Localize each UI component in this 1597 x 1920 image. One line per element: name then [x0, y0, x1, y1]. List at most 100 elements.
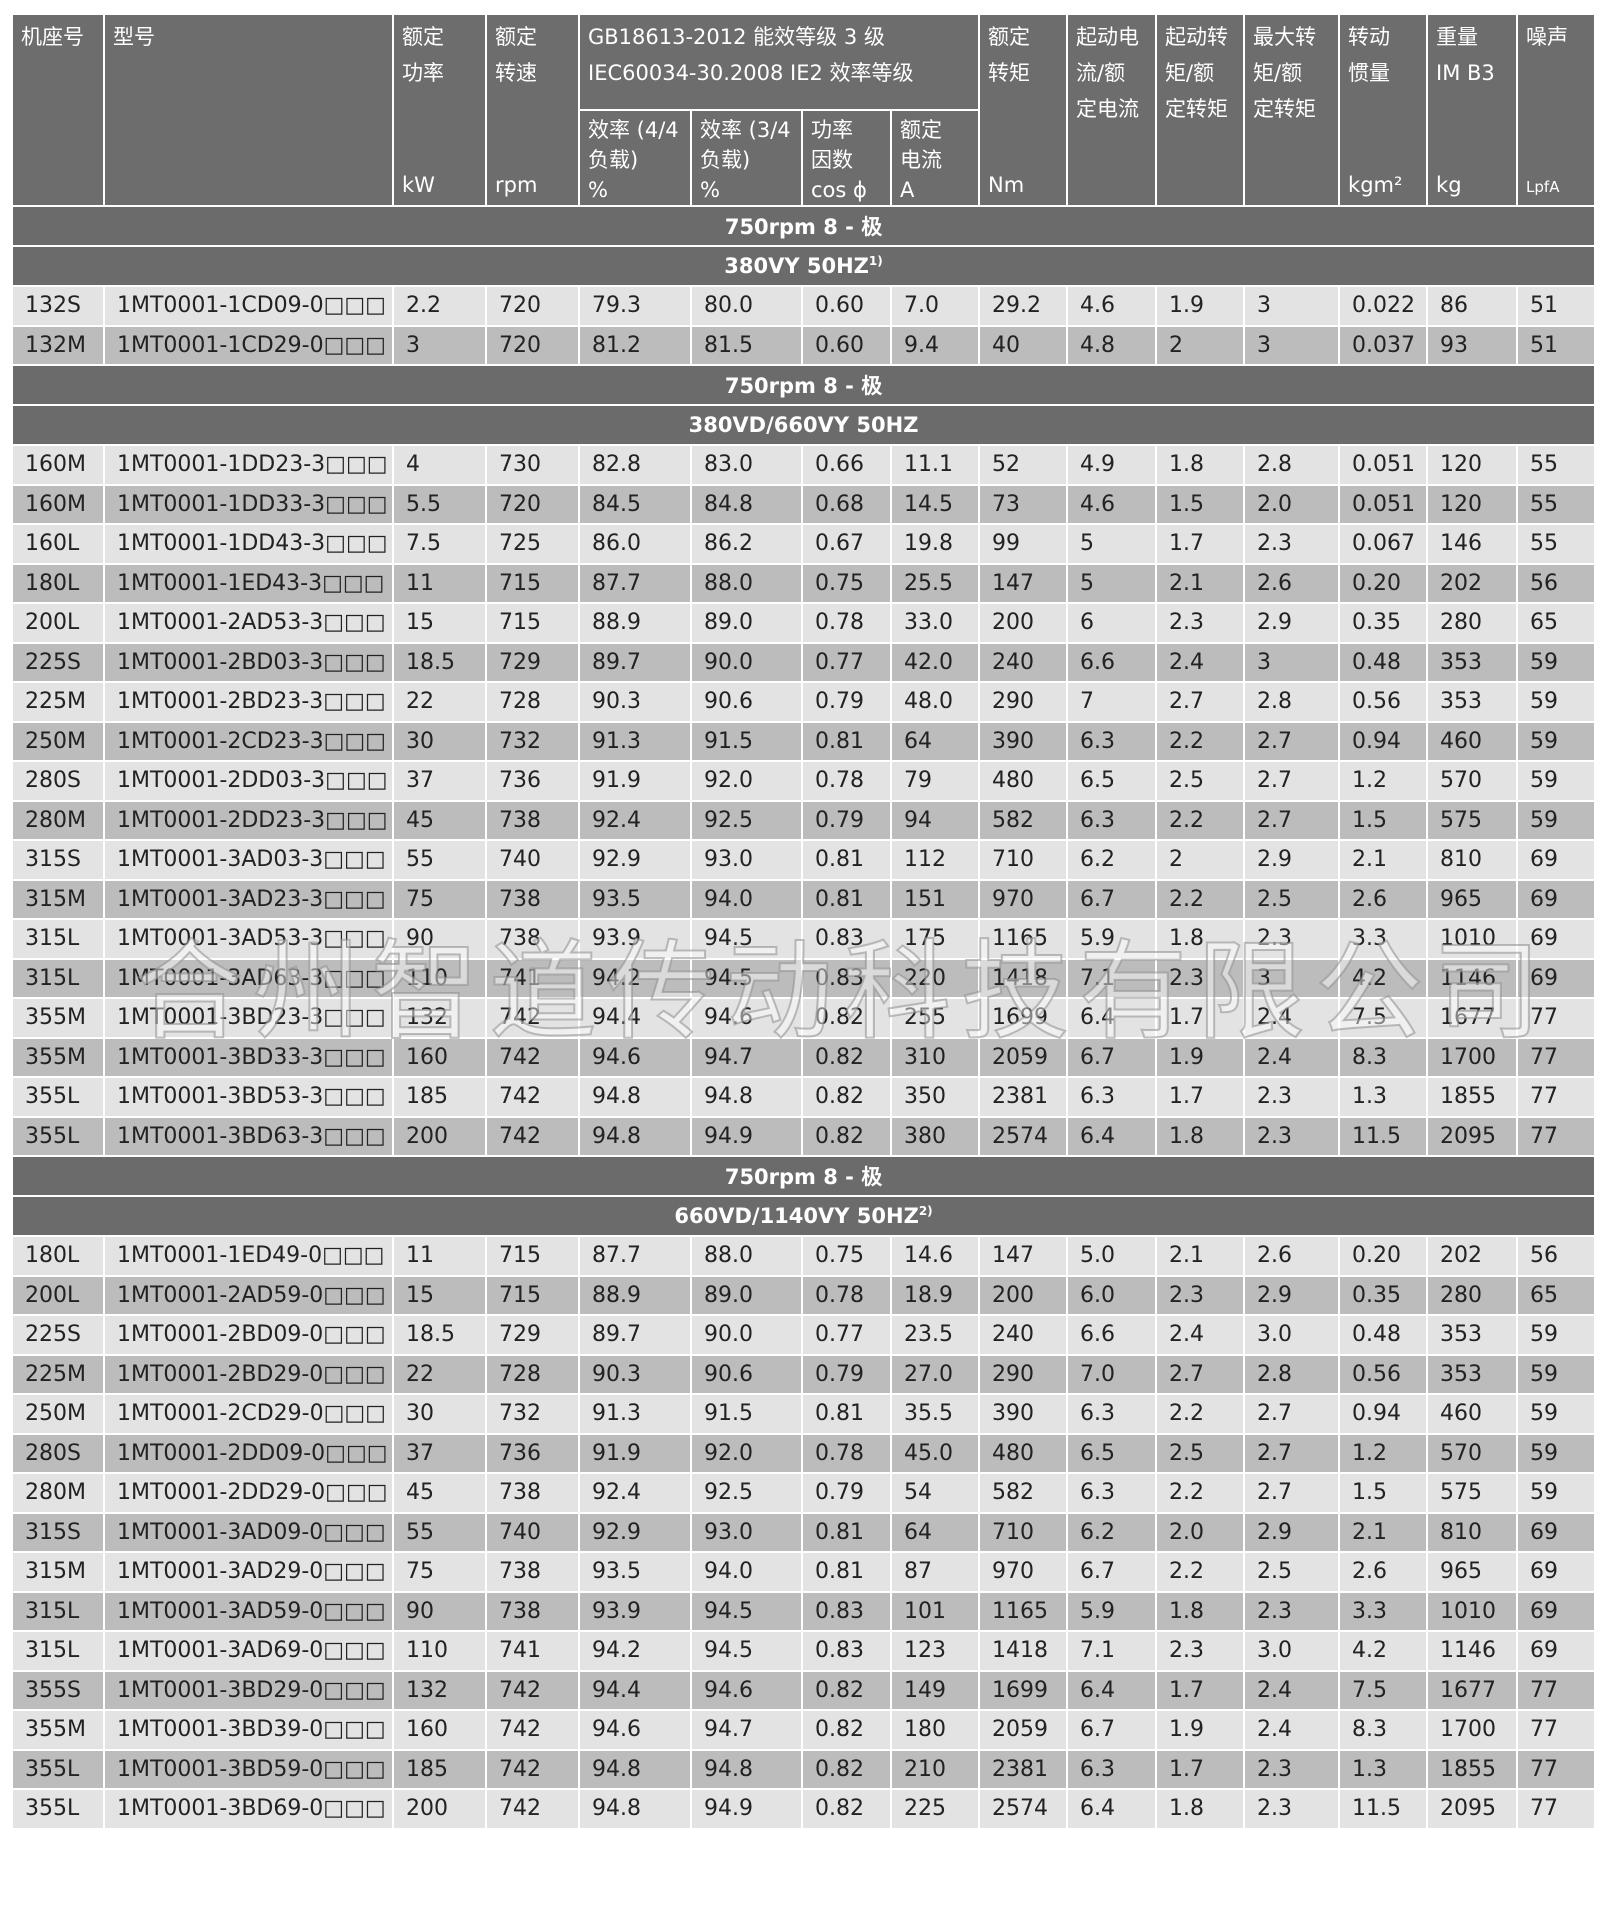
- section-title: 750rpm 8 - 极: [10, 364, 1597, 406]
- table-cell: 65: [1516, 1274, 1597, 1316]
- table-row: 250M 1MT0001-2CD23-3□□□ 30 732 91.3 91.5 0.81 6…: [11, 720, 1597, 762]
- table-cell: 11: [392, 1235, 487, 1277]
- table-cell: 22: [392, 681, 487, 723]
- table-row: 355L 1MT0001-3BD69-0□□□ 200 742 94.8 94.9 0.82…: [11, 1788, 1597, 1830]
- table-cell: 0.35: [1338, 1274, 1429, 1316]
- table-cell: 18.9: [889, 1274, 981, 1316]
- table-cell: 30: [392, 1393, 487, 1435]
- table-cell: 1.8: [1155, 444, 1246, 486]
- table-cell: 22: [392, 1353, 487, 1395]
- table-cell: 0.79: [801, 681, 892, 723]
- table-cell: 1.9: [1155, 1709, 1246, 1751]
- table-cell: 582: [978, 799, 1069, 841]
- table-cell: 94.8: [578, 1115, 692, 1157]
- table-cell: 2.0: [1155, 1511, 1246, 1553]
- table-cell: 0.75: [801, 562, 892, 604]
- table-cell: 147: [978, 1235, 1069, 1277]
- table-cell: 180: [889, 1709, 981, 1751]
- table-cell: 315L: [11, 957, 105, 999]
- table-cell: 94.8: [578, 1076, 692, 1118]
- table-cell: 86: [1426, 285, 1519, 327]
- table-cell: 5: [1066, 523, 1158, 565]
- table-row: 200L 1MT0001-2AD53-3□□□ 15 715 88.9 89.0 0.78 3…: [11, 602, 1597, 644]
- table-row: 225S 1MT0001-2BD03-3□□□ 18.5 729 89.7 90.0 0.7…: [11, 641, 1597, 683]
- table-cell: 715: [485, 602, 580, 644]
- table-cell: 355L: [11, 1076, 105, 1118]
- table-cell: 93: [1426, 324, 1519, 366]
- table-cell: 110: [392, 957, 487, 999]
- table-cell: 225S: [11, 641, 105, 683]
- table-cell: 1146: [1426, 1630, 1519, 1672]
- table-cell: 5: [1066, 562, 1158, 604]
- table-cell: 6.3: [1066, 1076, 1158, 1118]
- table-cell: 69: [1516, 1630, 1597, 1672]
- section-title-row: 750rpm 8 - 极: [10, 364, 1597, 406]
- table-cell: 0.81: [801, 1393, 892, 1435]
- table-cell: 3: [1243, 324, 1341, 366]
- table-cell: 390: [978, 720, 1069, 762]
- table-cell: 7.0: [1066, 1353, 1158, 1395]
- table-cell: 2.3: [1155, 602, 1246, 644]
- table-cell: 2.2: [1155, 799, 1246, 841]
- table-cell: 1MT0001-1DD43-3□□□: [103, 523, 394, 565]
- table-cell: 1MT0001-3AD29-0□□□: [103, 1551, 394, 1593]
- table-cell: 0.051: [1338, 444, 1429, 486]
- table-cell: 83.0: [690, 444, 803, 486]
- table-cell: 0.022: [1338, 285, 1429, 327]
- table-cell: 55: [1516, 523, 1597, 565]
- table-cell: 45.0: [889, 1432, 981, 1474]
- table-cell: 5.9: [1066, 1590, 1158, 1632]
- table-cell: 2.7: [1155, 681, 1246, 723]
- table-cell: 6.7: [1066, 1709, 1158, 1751]
- table-cell: 353: [1426, 641, 1519, 683]
- col-weight: 重量 IM B3 kg: [1426, 13, 1519, 207]
- table-cell: 48.0: [889, 681, 981, 723]
- table-cell: 132M: [11, 324, 105, 366]
- table-cell: 1MT0001-1ED49-0□□□: [103, 1235, 394, 1277]
- table-cell: 30: [392, 720, 487, 762]
- table-cell: 2.2: [1155, 1472, 1246, 1514]
- table-cell: 81.2: [578, 324, 692, 366]
- table-cell: 2.9: [1243, 1511, 1341, 1553]
- table-cell: 7.5: [392, 523, 487, 565]
- col-start-current: 起动电流/额定电流: [1066, 13, 1158, 207]
- table-cell: 77: [1516, 1036, 1597, 1078]
- table-cell: 91.9: [578, 760, 692, 802]
- table-cell: 0.77: [801, 641, 892, 683]
- table-cell: 151: [889, 878, 981, 920]
- table-cell: 355L: [11, 1115, 105, 1157]
- table-cell: 225M: [11, 681, 105, 723]
- table-cell: 1MT0001-2DD23-3□□□: [103, 799, 394, 841]
- table-cell: 1677: [1426, 1669, 1519, 1711]
- table-cell: 3.3: [1338, 1590, 1429, 1632]
- table-cell: 1MT0001-2DD29-0□□□: [103, 1472, 394, 1514]
- table-cell: 390: [978, 1393, 1069, 1435]
- table-cell: 2.7: [1243, 1472, 1341, 1514]
- table-cell: 738: [485, 799, 580, 841]
- table-row: 315L 1MT0001-3AD69-0□□□ 110 741 94.2 94.5 0.83…: [11, 1630, 1597, 1672]
- table-cell: 1.2: [1338, 760, 1429, 802]
- table-cell: 280S: [11, 760, 105, 802]
- table-cell: 2.6: [1243, 562, 1341, 604]
- table-cell: 2.9: [1243, 839, 1341, 881]
- table-cell: 2.5: [1155, 760, 1246, 802]
- table-cell: 2381: [978, 1076, 1069, 1118]
- table-cell: 0.20: [1338, 1235, 1429, 1277]
- table-cell: 94.2: [578, 1630, 692, 1672]
- table-cell: 1MT0001-2AD59-0□□□: [103, 1274, 394, 1316]
- table-cell: 1MT0001-2DD09-0□□□: [103, 1432, 394, 1474]
- table-cell: 2.3: [1155, 1630, 1246, 1672]
- table-cell: 2.3: [1243, 1590, 1341, 1632]
- table-row: 180L 1MT0001-1ED43-3□□□ 11 715 87.7 88.0 0.75 2…: [11, 562, 1597, 604]
- table-cell: 1MT0001-1ED43-3□□□: [103, 562, 394, 604]
- table-cell: 2.4: [1243, 997, 1341, 1039]
- table-cell: 1MT0001-2AD53-3□□□: [103, 602, 394, 644]
- table-cell: 290: [978, 1353, 1069, 1395]
- table-cell: 77: [1516, 997, 1597, 1039]
- table-cell: 1.5: [1155, 483, 1246, 525]
- table-cell: 4: [392, 444, 487, 486]
- table-cell: 94.0: [690, 1551, 803, 1593]
- table-cell: 94.9: [690, 1788, 803, 1830]
- table-cell: 89.7: [578, 641, 692, 683]
- table-cell: 353: [1426, 1314, 1519, 1356]
